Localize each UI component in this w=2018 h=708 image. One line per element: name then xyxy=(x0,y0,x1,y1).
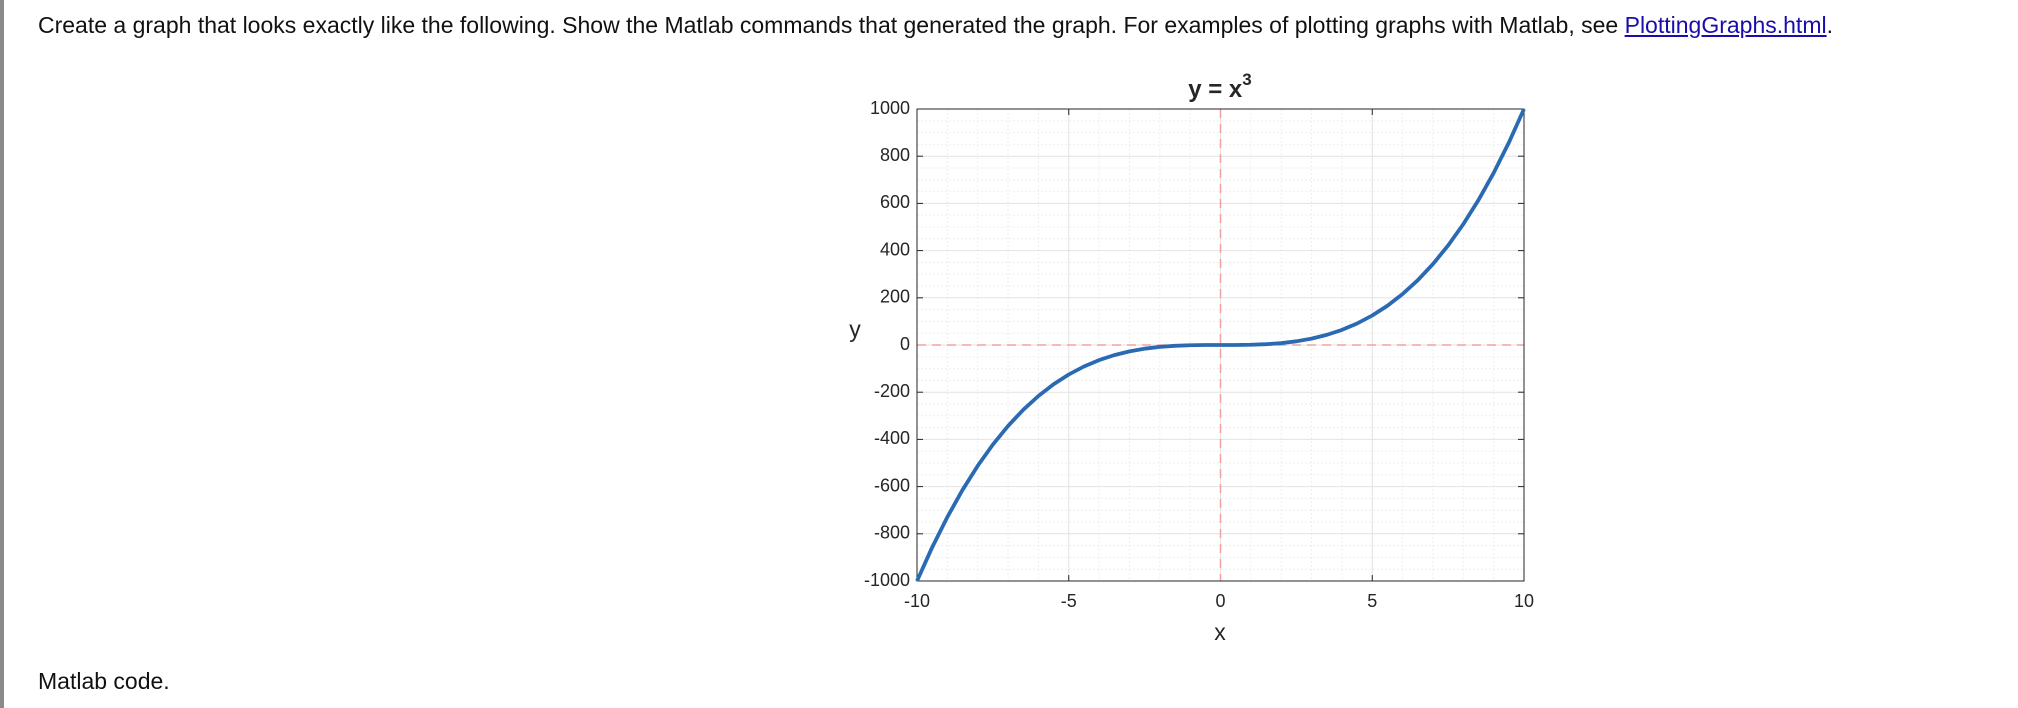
link[interactable]: PlottingGraphs.html xyxy=(1624,12,1827,38)
y-tick-label: 1000 xyxy=(870,98,910,118)
x-tick-label: -10 xyxy=(904,591,930,611)
x-tick-label: -5 xyxy=(1061,591,1077,611)
y-tick-label: -400 xyxy=(874,428,910,448)
x-tick-label: 0 xyxy=(1215,591,1225,611)
title-superscript: 3 xyxy=(1242,70,1251,89)
instruction-end: . xyxy=(1826,12,1833,38)
y-tick-label: 800 xyxy=(880,145,910,165)
y-tick-label: -200 xyxy=(874,381,910,401)
y-tick-label: 0 xyxy=(900,334,910,354)
y-tick-label: 600 xyxy=(880,192,910,212)
curve xyxy=(915,108,1526,582)
title-text: y = x xyxy=(1188,76,1243,103)
y-tick-label: 400 xyxy=(880,239,910,259)
chart: y = x3 x y -10 -5 0 5 10 -1000 -800 -600 -400 -20… xyxy=(849,70,1534,645)
y-tick-label: -800 xyxy=(874,523,910,543)
plot-frame xyxy=(916,108,1525,582)
y-axis-label: y xyxy=(849,316,861,342)
y-tick-label: 200 xyxy=(880,287,910,307)
x-tick-label: 5 xyxy=(1367,591,1377,611)
x-axis-label: x xyxy=(1214,619,1226,645)
instruction: Create a graph that looks exactly like t… xyxy=(38,12,1833,39)
y-tick-label: -1000 xyxy=(864,570,910,590)
instruction-text: Create a graph that looks exactly like t… xyxy=(38,12,1625,38)
y-tick-label: -600 xyxy=(874,475,910,495)
x-tick-label: 10 xyxy=(1514,591,1534,611)
footer-text: Matlab code. xyxy=(38,668,170,694)
chart-title: y = x3 xyxy=(1188,70,1252,103)
